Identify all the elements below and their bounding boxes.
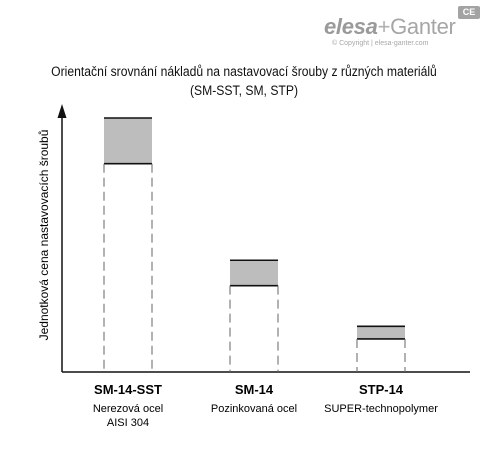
copyright-text: © Copyright | elesa-ganter.com (332, 40, 429, 47)
category-material: Nerezová ocel (93, 403, 163, 415)
elesa-ganter-logo: elesa+Ganter CE © Copyright | elesa-gant… (318, 6, 482, 50)
bar-group (103, 117, 406, 372)
category-material: Pozinkovaná ocel (211, 403, 297, 415)
chart-title: Orientační srovnání nákladů na nastavova… (51, 64, 437, 79)
y-axis-label: Jednotková cena nastavovacích šroubů (37, 130, 51, 341)
category-material: SUPER-technopolymer (324, 403, 438, 415)
cost-range-bar (230, 260, 278, 286)
chart-axes (57, 104, 470, 373)
category-material: AISI 304 (107, 417, 149, 429)
chart-subtitle: (SM-SST, SM, STP) (189, 83, 298, 98)
category-labels: SM-14-SST Nerezová ocel AISI 304 SM-14 Pozin… (93, 382, 438, 429)
category-code: SM-14-SST (94, 382, 162, 397)
category-code: STP-14 (359, 382, 404, 397)
ce-mark-icon: CE (458, 6, 480, 19)
chart-title-block: Orientační srovnání nákladů na nastavova… (24, 62, 463, 100)
y-axis-arrow-icon (57, 104, 67, 118)
cost-range-bar (104, 118, 152, 164)
cost-range-bar (357, 326, 405, 339)
category-code: SM-14 (235, 382, 274, 397)
brand-wordmark: elesa+Ganter (324, 14, 456, 39)
